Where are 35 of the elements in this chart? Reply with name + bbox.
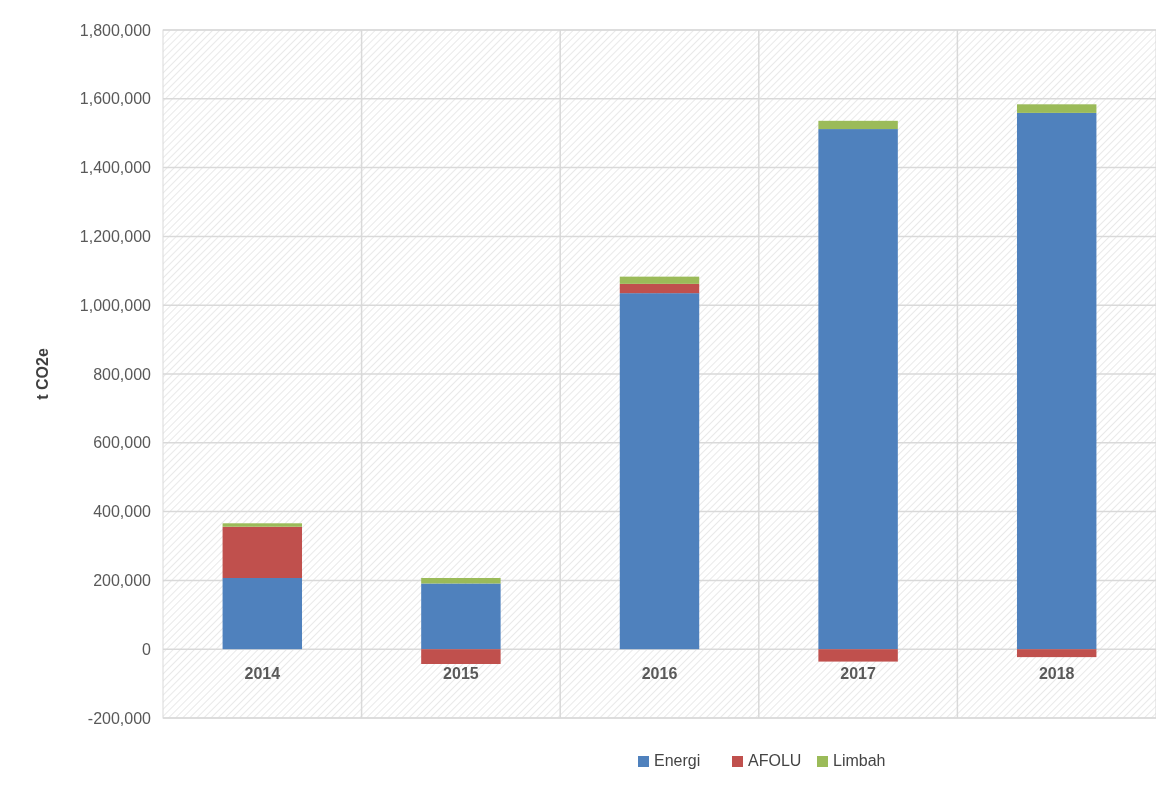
x-tick-label: 2014 bbox=[244, 665, 281, 683]
y-tick-label: 1,600,000 bbox=[79, 90, 152, 108]
y-tick-label: 1,200,000 bbox=[79, 228, 152, 245]
x-tick-label: 2017 bbox=[840, 665, 876, 683]
bar bbox=[1016, 649, 1097, 658]
x-tick-label: 2018 bbox=[1038, 665, 1075, 683]
bar bbox=[619, 283, 700, 294]
legend-label: AFOLU bbox=[748, 752, 802, 769]
legend-label: Limbah bbox=[833, 752, 886, 769]
legend-label: Energi bbox=[654, 752, 701, 769]
y-tick-label: 800,000 bbox=[93, 365, 152, 383]
bar bbox=[818, 120, 898, 130]
bar bbox=[619, 293, 700, 650]
y-tick-label: 400,000 bbox=[93, 503, 152, 521]
bar bbox=[619, 276, 700, 284]
y-tick-label: 200,000 bbox=[93, 572, 152, 589]
bar bbox=[1016, 104, 1097, 113]
y-tick-label: -200,000 bbox=[87, 709, 152, 727]
bar bbox=[1016, 112, 1097, 650]
bar bbox=[222, 526, 303, 578]
bar bbox=[421, 649, 501, 664]
y-tick-label: 1,000,000 bbox=[79, 296, 152, 314]
bar bbox=[222, 577, 303, 650]
bar bbox=[421, 583, 501, 650]
y-tick-label: 0 bbox=[142, 640, 152, 658]
y-tick-label: 1,800,000 bbox=[79, 21, 152, 39]
x-tick-label: 2016 bbox=[641, 665, 678, 683]
y-axis-title: t CO2e bbox=[34, 348, 51, 400]
bar bbox=[818, 649, 898, 662]
y-tick-label: 600,000 bbox=[93, 434, 152, 452]
bar bbox=[421, 577, 501, 584]
y-tick-label: 1,400,000 bbox=[79, 159, 152, 177]
bar bbox=[818, 129, 898, 650]
x-tick-label: 2015 bbox=[443, 665, 479, 683]
bar bbox=[222, 523, 303, 527]
